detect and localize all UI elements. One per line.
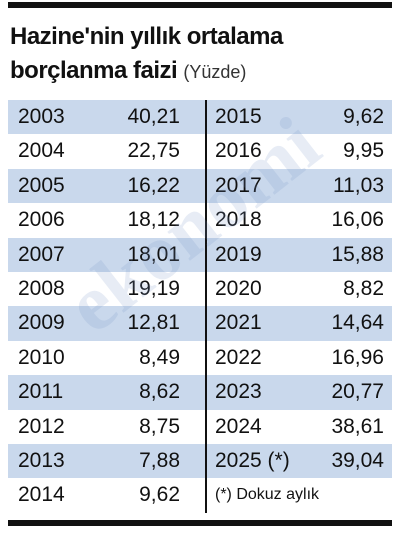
year: 2024 bbox=[215, 414, 262, 438]
table-row: 2014 9,62 (*) Dokuz aylık bbox=[8, 478, 392, 512]
rate: 11,03 bbox=[333, 173, 384, 197]
table-row: 2005 16,22 2017 11,03 bbox=[8, 168, 392, 204]
column-divider bbox=[205, 100, 207, 513]
year: 2019 bbox=[215, 242, 262, 266]
year: 2007 bbox=[18, 242, 65, 266]
rate: 9,95 bbox=[343, 139, 384, 163]
bottom-rule bbox=[8, 520, 392, 526]
year: 2005 bbox=[18, 173, 65, 197]
year: 2015 bbox=[215, 105, 262, 128]
table-row: 2009 12,81 2021 14,64 bbox=[8, 306, 392, 341]
year: 2008 bbox=[18, 277, 65, 300]
rate: 40,21 bbox=[127, 105, 180, 128]
year: 2017 bbox=[215, 173, 262, 197]
rate: 22,75 bbox=[127, 139, 180, 163]
rate: 12,81 bbox=[127, 311, 180, 335]
rate: 16,96 bbox=[331, 345, 384, 369]
year: 2023 bbox=[215, 380, 262, 404]
subtitle: (Yüzde) bbox=[183, 62, 247, 82]
year: 2004 bbox=[18, 139, 65, 163]
top-rule bbox=[8, 2, 392, 8]
table-row: 2006 18,12 2018 16,06 bbox=[8, 203, 392, 237]
year: 2025 (*) bbox=[215, 449, 290, 472]
rate: 8,75 bbox=[139, 414, 180, 438]
year: 2018 bbox=[215, 208, 262, 232]
rate: 20,77 bbox=[331, 380, 384, 404]
header: Hazine'nin yıllık ortalama borçlanma fai… bbox=[10, 20, 370, 89]
rate: 14,64 bbox=[331, 311, 384, 335]
footnote: (*) Dokuz aylık bbox=[215, 486, 320, 504]
year: 2021 bbox=[215, 311, 262, 335]
table-row: 2010 8,49 2022 16,96 bbox=[8, 341, 392, 375]
rate: 38,61 bbox=[331, 414, 384, 438]
rate: 18,01 bbox=[127, 242, 180, 266]
table-row: 2012 8,75 2024 38,61 bbox=[8, 410, 392, 444]
year: 2010 bbox=[18, 345, 65, 369]
rate: 16,22 bbox=[127, 173, 180, 197]
rate: 8,62 bbox=[139, 380, 180, 404]
rate: 19,19 bbox=[127, 277, 180, 300]
table-row: 2003 40,21 2015 9,62 bbox=[8, 100, 392, 135]
year: 2011 bbox=[18, 380, 64, 404]
rate: 16,06 bbox=[331, 208, 384, 232]
year: 2022 bbox=[215, 345, 262, 369]
year: 2012 bbox=[18, 414, 65, 438]
rate: 18,12 bbox=[127, 208, 180, 232]
table: 2003 40,21 2015 9,62 2004 22,75 2016 9,95 2005 16… bbox=[8, 100, 392, 513]
table-row: 2004 22,75 2016 9,95 bbox=[8, 134, 392, 168]
rate: 8,49 bbox=[139, 345, 180, 369]
rate: 15,88 bbox=[331, 242, 384, 266]
table-row: 2013 7,88 2025 (*) 39,04 bbox=[8, 444, 392, 479]
year: 2013 bbox=[18, 449, 65, 472]
rate: 39,04 bbox=[331, 449, 384, 472]
year: 2014 bbox=[18, 483, 65, 507]
year: 2020 bbox=[215, 277, 262, 300]
title: Hazine'nin yıllık ortalama borçlanma fai… bbox=[10, 23, 283, 84]
rate: 8,82 bbox=[343, 277, 384, 300]
year: 2016 bbox=[215, 139, 262, 163]
year: 2003 bbox=[18, 105, 65, 128]
rate: 7,88 bbox=[139, 449, 180, 472]
table-row: 2007 18,01 2019 15,88 bbox=[8, 237, 392, 272]
rate: 9,62 bbox=[139, 483, 180, 507]
year: 2009 bbox=[18, 311, 65, 335]
table-row: 2011 8,62 2023 20,77 bbox=[8, 375, 392, 410]
table-row: 2008 19,19 2020 8,82 bbox=[8, 272, 392, 306]
rate: 9,62 bbox=[343, 105, 384, 128]
year: 2006 bbox=[18, 208, 65, 232]
